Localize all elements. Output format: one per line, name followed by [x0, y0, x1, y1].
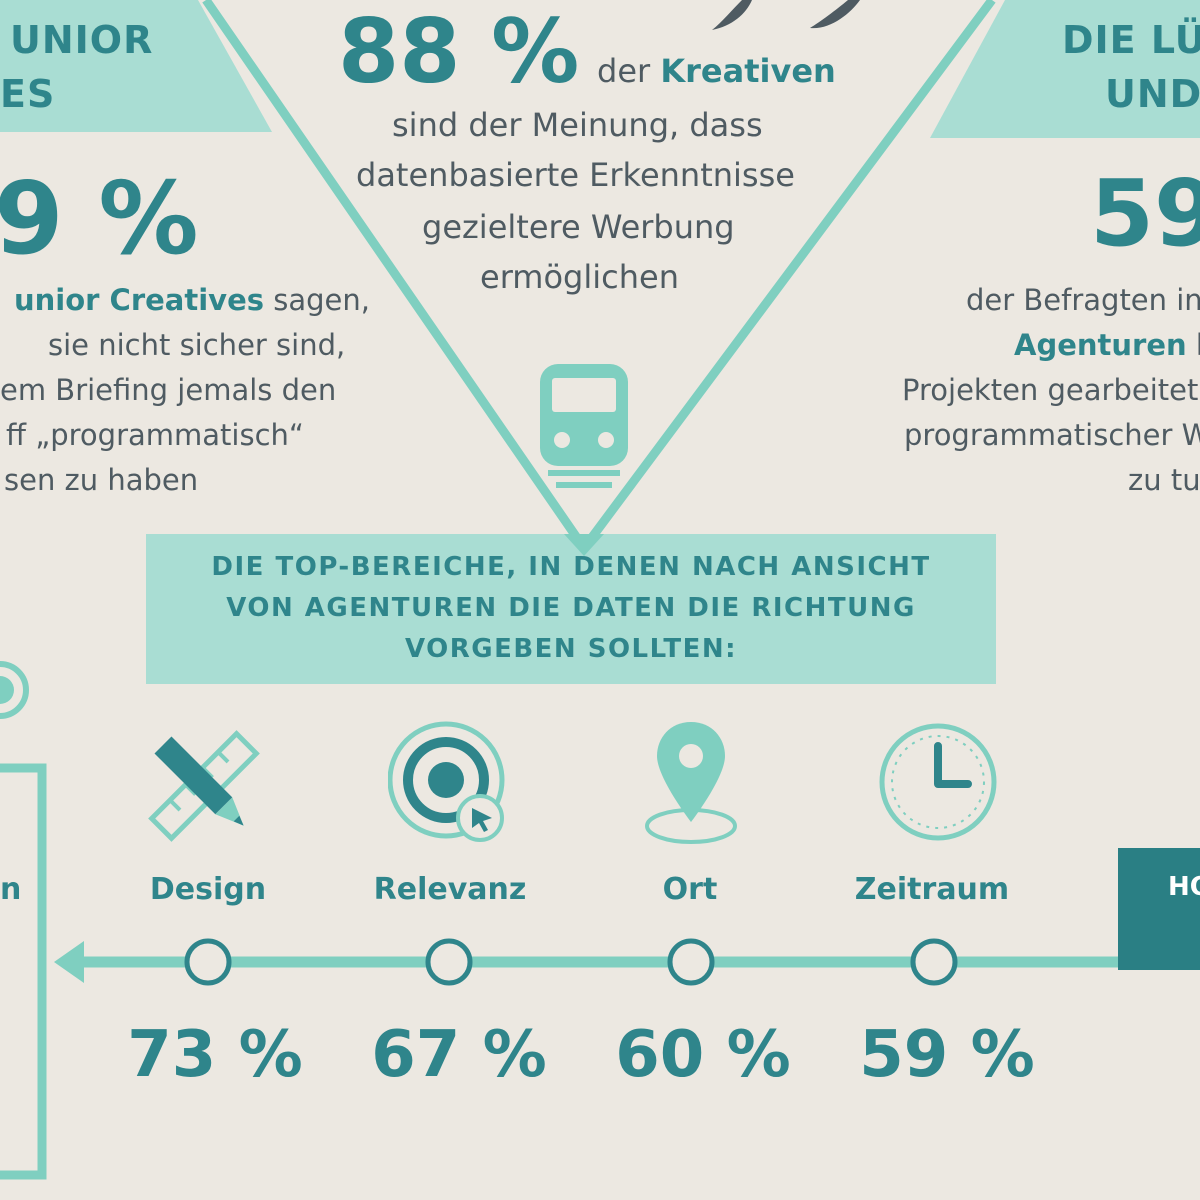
- left-text-line1: unior Creatives sagen,: [14, 283, 370, 317]
- right-text-line5: zu tu: [1128, 463, 1200, 497]
- right-text-bold: Agenturen: [1014, 328, 1187, 362]
- left-text-line1-rest: sagen,: [264, 283, 370, 317]
- train-icon: [540, 364, 628, 488]
- center-text-line2: sind der Meinung, dass: [392, 106, 763, 144]
- clock-icon: [879, 723, 997, 841]
- timeline-node: [184, 938, 232, 986]
- right-text-line2: Agenturen h: [1014, 328, 1200, 362]
- category-label-zeitraum: Zeitraum: [854, 872, 1010, 907]
- left-big-number: 9 %: [0, 160, 199, 277]
- right-text-line2-rest: h: [1187, 328, 1200, 362]
- left-header-band: [0, 0, 272, 132]
- center-text-line3: datenbasierte Erkenntnisse: [356, 156, 795, 194]
- banner-line3: VORGEBEN SOLLTEN:: [404, 634, 738, 664]
- pencil-ruler-icon: [148, 730, 260, 842]
- left-frame: [0, 763, 47, 1180]
- percent-zeitraum: 59 %: [859, 1018, 1035, 1092]
- left-heading-line2: ES: [0, 72, 56, 116]
- center-text-line5: ermöglichen: [480, 258, 679, 296]
- timeline-arrow: [54, 941, 84, 983]
- category-label-ort: Ort: [662, 872, 718, 907]
- right-text-line1: der Befragten in: [966, 283, 1200, 317]
- left-box-label: n: [0, 872, 22, 907]
- right-box-label: HO: [1168, 872, 1200, 902]
- right-heading-line2: UND: [1105, 72, 1200, 116]
- right-text-line4: programmatischer W: [904, 418, 1200, 452]
- left-text-line4: ff „programmatisch“: [6, 418, 304, 452]
- banner-box: [146, 534, 996, 684]
- banner-line1: DIE TOP-BEREICHE, IN DENEN NACH ANSICHT: [211, 552, 931, 582]
- right-big-number: 59: [1090, 160, 1200, 267]
- center-big-number: 88 %: [338, 0, 580, 103]
- center-lead-text: der: [597, 52, 661, 90]
- left-text-bold: unior Creatives: [14, 283, 265, 317]
- center-lead-bold: Kreativen: [660, 52, 836, 90]
- category-label-relevanz: Relevanz: [373, 872, 527, 907]
- right-dark-box: [1118, 848, 1200, 970]
- timeline-node: [425, 938, 473, 986]
- timeline-node: [910, 938, 958, 986]
- target-cursor-icon: [388, 721, 505, 842]
- center-text-line4: gezieltere Werbung: [422, 208, 735, 246]
- right-text-line3: Projekten gearbeitet: [902, 373, 1199, 407]
- timeline-node: [667, 938, 715, 986]
- right-header-band: [930, 0, 1200, 138]
- left-text-line3: em Briefing jemals den: [0, 373, 337, 407]
- banner-line2: VON AGENTUREN DIE DATEN DIE RICHTUNG: [226, 593, 916, 623]
- bird-icon: [712, 0, 860, 30]
- category-label-design: Design: [149, 872, 267, 907]
- left-heading-line1: UNIOR: [10, 18, 154, 62]
- center-lead: der Kreativen: [597, 52, 836, 90]
- location-pin-icon: [645, 722, 737, 844]
- banner-pointer: [564, 534, 604, 556]
- right-heading-line1: DIE LÜC: [1062, 18, 1200, 62]
- left-text-line2: sie nicht sicher sind,: [48, 328, 346, 362]
- partial-target-icon: [0, 661, 29, 719]
- percent-ort: 60 %: [615, 1018, 791, 1092]
- left-text-line5: sen zu haben: [4, 463, 199, 497]
- percent-design: 73 %: [127, 1018, 303, 1092]
- percent-relevanz: 67 %: [371, 1018, 547, 1092]
- timeline-nodes: [184, 938, 958, 986]
